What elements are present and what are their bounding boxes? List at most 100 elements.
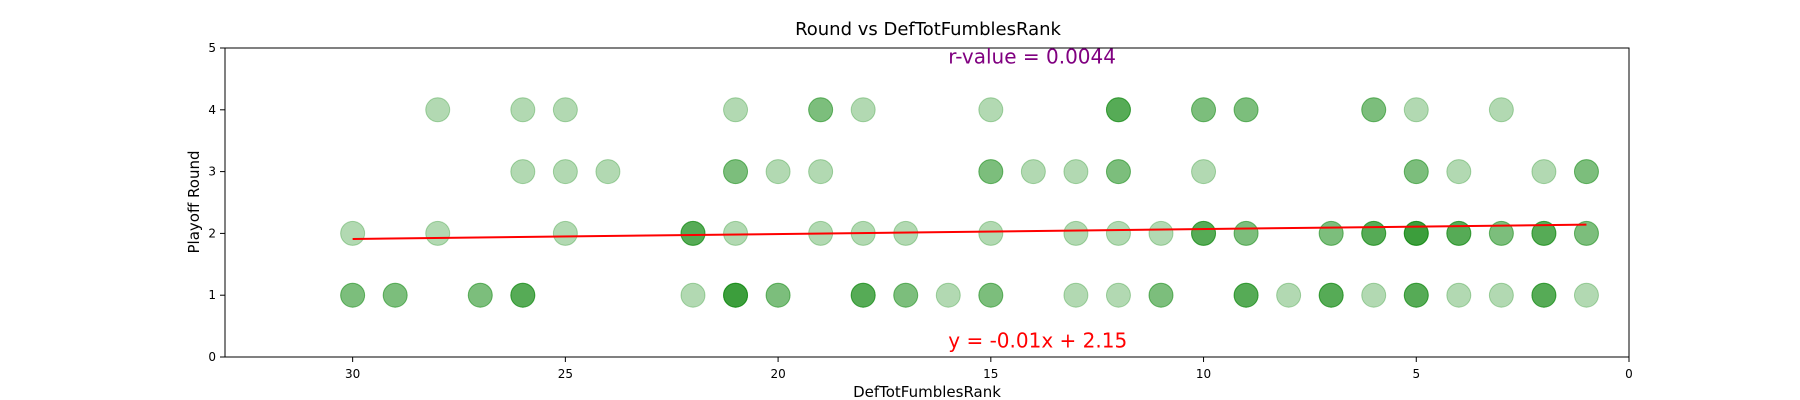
scatter-point — [510, 282, 536, 308]
scatter-point — [1233, 220, 1259, 246]
scatter-point — [340, 282, 366, 308]
scatter-point — [723, 282, 749, 308]
scatter-point — [1191, 159, 1217, 185]
scatter-point — [1573, 282, 1599, 308]
scatter-point — [978, 282, 1004, 308]
scatter-point — [1488, 220, 1514, 246]
scatter-point — [723, 159, 749, 185]
scatter-point — [850, 282, 876, 308]
scatter-point — [1531, 220, 1557, 246]
r-value-annotation: r-value = 0.0044 — [948, 44, 1116, 68]
regression-line — [352, 223, 1587, 240]
scatter-point — [1063, 220, 1089, 246]
scatter-point — [850, 97, 876, 123]
scatter-point — [765, 282, 791, 308]
scatter-point — [1105, 159, 1131, 185]
scatter-point — [1573, 220, 1599, 246]
regression-equation-label: y = -0.01x + 2.15 — [948, 329, 1127, 353]
scatter-point — [1191, 97, 1217, 123]
scatter-point — [1233, 97, 1259, 123]
scatter-point — [1233, 282, 1259, 308]
x-tick-label: 25 — [558, 367, 573, 381]
scatter-point — [978, 97, 1004, 123]
scatter-point — [1403, 97, 1429, 123]
scatter-point — [1403, 282, 1429, 308]
scatter-point — [1531, 220, 1557, 246]
scatter-point — [1148, 282, 1174, 308]
y-tick-label: 4 — [208, 103, 216, 117]
scatter-point — [340, 282, 366, 308]
scatter-point — [510, 282, 536, 308]
scatter-point — [1403, 159, 1429, 185]
y-axis-label: Playoff Round — [185, 150, 203, 253]
scatter-point — [1105, 97, 1131, 123]
scatter-point — [808, 159, 834, 185]
scatter-point — [1573, 159, 1599, 185]
scatter-point — [1233, 282, 1259, 308]
scatter-point — [1446, 159, 1472, 185]
x-axis-label: DefTotFumblesRank — [853, 383, 1001, 400]
scatter-point — [1531, 282, 1557, 308]
scatter-point — [1531, 220, 1557, 246]
scatter-point — [467, 282, 493, 308]
regression-layer — [352, 223, 1587, 240]
scatter-point — [680, 282, 706, 308]
scatter-point — [680, 220, 706, 246]
scatter-point — [467, 282, 493, 308]
scatter-point — [765, 282, 791, 308]
scatter-point — [893, 282, 919, 308]
x-tick-label: 15 — [983, 367, 998, 381]
scatter-point — [1318, 220, 1344, 246]
scatter-point — [1446, 220, 1472, 246]
y-tick-label: 2 — [208, 226, 216, 240]
scatter-point — [1403, 220, 1429, 246]
y-tick-label: 1 — [208, 288, 216, 302]
x-tick-label: 20 — [770, 367, 785, 381]
scatter-point — [1191, 220, 1217, 246]
scatter-point — [1105, 220, 1131, 246]
scatter-point — [1148, 282, 1174, 308]
scatter-point — [1403, 159, 1429, 185]
scatter-point — [808, 97, 834, 123]
x-tick-label: 0 — [1625, 367, 1633, 381]
scatter-point — [935, 282, 961, 308]
scatter-point — [510, 159, 536, 185]
scatter-point — [552, 159, 578, 185]
scatter-point — [382, 282, 408, 308]
scatter-point — [1488, 97, 1514, 123]
scatter-point — [595, 159, 621, 185]
x-tick-label: 10 — [1196, 367, 1211, 381]
scatter-point — [552, 220, 578, 246]
scatter-point — [1488, 220, 1514, 246]
scatter-point — [1403, 282, 1429, 308]
scatter-point — [1105, 282, 1131, 308]
scatter-point — [765, 159, 791, 185]
scatter-point — [723, 282, 749, 308]
scatter-point — [1531, 282, 1557, 308]
plot-frame — [224, 47, 1630, 358]
scatter-point — [1233, 220, 1259, 246]
scatter-point — [552, 97, 578, 123]
scatter-point — [893, 282, 919, 308]
scatter-point — [1531, 282, 1557, 308]
x-tick-label: 5 — [1412, 367, 1420, 381]
scatter-point — [1318, 282, 1344, 308]
scatter-point — [1446, 220, 1472, 246]
scatter-point — [425, 97, 451, 123]
scatter-point — [1361, 97, 1387, 123]
scatter-point — [850, 282, 876, 308]
scatter-point — [850, 282, 876, 308]
scatter-point — [1446, 220, 1472, 246]
scatter-point — [1318, 282, 1344, 308]
scatter-point — [1403, 282, 1429, 308]
scatter-point — [1361, 220, 1387, 246]
scatter-point — [723, 220, 749, 246]
scatter-point — [1573, 159, 1599, 185]
scatter-point — [978, 159, 1004, 185]
scatter-point — [1318, 282, 1344, 308]
scatter-point — [382, 282, 408, 308]
scatter-point — [1105, 97, 1131, 123]
y-tick-label: 5 — [208, 41, 216, 55]
scatter-point — [723, 159, 749, 185]
